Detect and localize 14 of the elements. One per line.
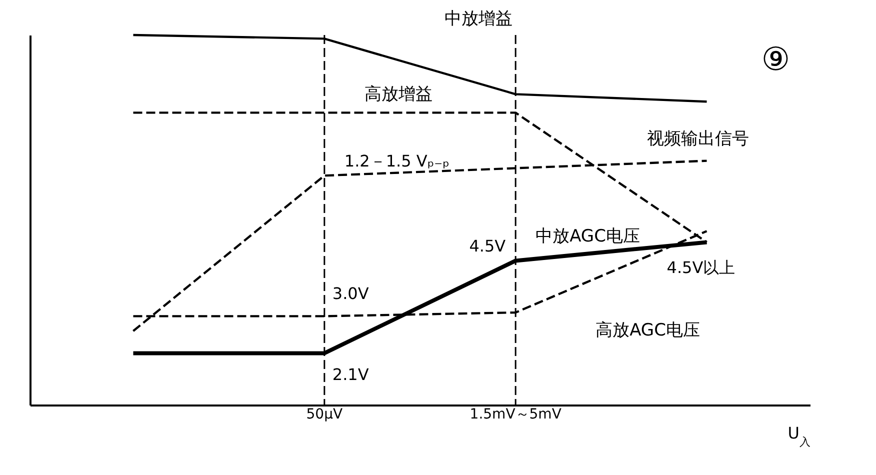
series-label: 视频输出信号 (646, 128, 749, 149)
annotation: 1.2－1.5 Vₚ₋ₚ (344, 152, 450, 171)
x-tick-label: 50μV (306, 406, 343, 422)
text: 中放增益 (444, 9, 512, 29)
x-axis-title: U$_{入}$ (788, 424, 810, 448)
annotation: 4.5V以上 (666, 258, 736, 278)
annotation: 3.0V (332, 284, 369, 304)
annotation: 2.1V (332, 365, 369, 384)
series-label: 高放增益 (364, 84, 432, 105)
annotation: ⑨ (761, 40, 790, 78)
annotation: 4.5V (469, 236, 506, 256)
x-tick-label: 1.5mV～5mV (470, 406, 562, 422)
series-label: 中放AGC电压 (536, 226, 640, 247)
text: 高放AGC电压 (596, 320, 700, 340)
